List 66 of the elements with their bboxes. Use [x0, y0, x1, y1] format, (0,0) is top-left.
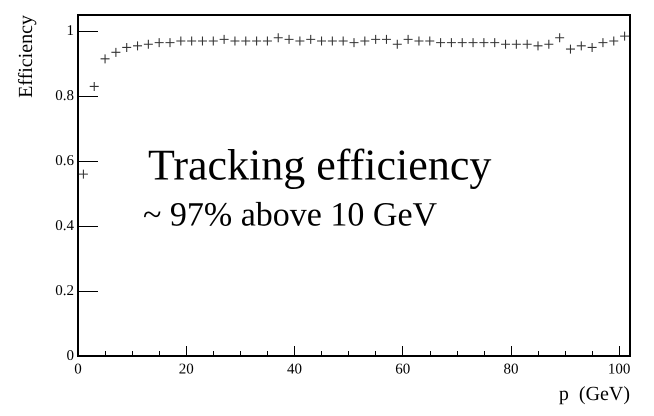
point [166, 38, 174, 48]
point [425, 36, 434, 46]
point [317, 36, 326, 46]
point [78, 170, 88, 179]
point [468, 38, 478, 48]
point [338, 36, 348, 46]
point [306, 34, 316, 44]
x-tick-label: 80 [503, 362, 518, 378]
annotation: ~ 97% above 10 GeV [143, 196, 438, 234]
point [122, 42, 132, 52]
point [414, 36, 424, 46]
point [328, 36, 337, 46]
point [501, 40, 510, 49]
y-axis-title: Efficiency [15, 15, 37, 98]
point [295, 36, 304, 46]
point [576, 41, 586, 50]
point [598, 38, 608, 48]
annotation: Tracking efficiency [148, 140, 492, 190]
point [133, 41, 142, 50]
point [154, 38, 164, 48]
x-axis-title: p (GeV) [558, 383, 630, 405]
point [262, 36, 272, 46]
point [555, 33, 564, 42]
point [284, 34, 294, 44]
point [609, 36, 618, 46]
point [350, 38, 358, 48]
point [522, 40, 532, 49]
point [100, 54, 110, 64]
point [371, 34, 380, 44]
point [144, 40, 153, 49]
point [436, 38, 446, 48]
point [392, 40, 402, 49]
x-tick-label: 20 [178, 362, 194, 378]
y-tick-label: 1 [66, 23, 74, 40]
point [479, 38, 488, 48]
x-tick-label: 40 [286, 362, 302, 378]
x-tick-label: 100 [608, 362, 630, 378]
point [220, 34, 229, 44]
y-tick-label: 0.6 [55, 153, 74, 170]
y-tick-label: 0 [66, 348, 74, 364]
point [534, 41, 542, 50]
point [208, 36, 218, 46]
x-tick-label: 60 [395, 362, 410, 378]
point [187, 36, 196, 46]
point [90, 82, 99, 91]
point [566, 44, 575, 54]
point [360, 36, 370, 46]
point [404, 34, 413, 44]
point [230, 36, 240, 46]
point [252, 36, 262, 46]
point [176, 36, 186, 46]
point [446, 38, 456, 48]
point [198, 36, 207, 46]
point [620, 32, 630, 41]
point [274, 33, 283, 42]
point [588, 42, 597, 52]
point [241, 36, 250, 46]
point [490, 38, 500, 48]
point [111, 48, 120, 57]
y-tick-label: 0.4 [55, 218, 74, 234]
point [382, 34, 391, 44]
y-tick-label: 0.2 [55, 283, 74, 300]
point [512, 40, 521, 49]
y-tick-label: 0.8 [55, 88, 74, 104]
point [544, 40, 554, 49]
point [458, 38, 467, 48]
